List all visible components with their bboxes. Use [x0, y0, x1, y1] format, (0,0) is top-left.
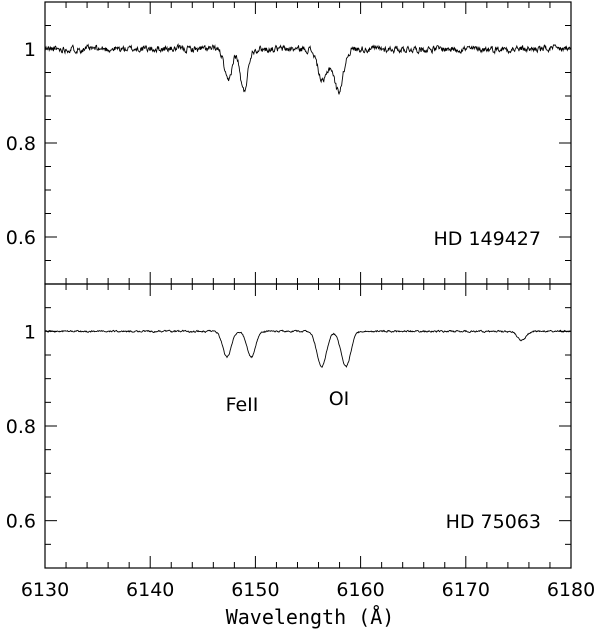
panel-top: 0.6 0.8 1 HD 149427: [6, 1, 572, 285]
panel-top-star-label: HD 149427: [434, 228, 542, 250]
panel-top-spectrum-line: [44, 43, 572, 95]
x-tick-label: 6170: [442, 579, 490, 601]
x-tick-label: 6160: [336, 579, 384, 601]
x-tick-label: 6130: [21, 579, 69, 601]
y-tick-label: 1: [24, 321, 36, 343]
panel-bottom-y-tick-labels: 0.6 0.8 1: [6, 321, 36, 532]
y-tick-label: 0.8: [6, 133, 36, 155]
panel-bottom-spectrum-line: [44, 329, 572, 368]
panel-top-ticks: [44, 1, 572, 285]
panel-bottom-ticks: [44, 283, 572, 569]
y-tick-label: 1: [24, 39, 36, 61]
feii-line-label: FeII: [226, 394, 259, 416]
x-axis-label: Wavelength (Å): [226, 605, 395, 629]
y-tick-label: 0.6: [6, 511, 36, 533]
x-tick-label: 6140: [126, 579, 174, 601]
panel-top-y-tick-labels: 0.6 0.8 1: [6, 39, 36, 249]
y-tick-label: 0.8: [6, 416, 36, 438]
x-tick-label: 6180: [547, 579, 595, 601]
oi-line-label: OI: [329, 388, 350, 410]
x-tick-label: 6150: [231, 579, 279, 601]
x-tick-labels: 6130 6140 6150 6160 6170 6180: [21, 579, 595, 601]
y-tick-label: 0.6: [6, 227, 36, 249]
panel-bottom: 0.6 0.8 1 HD 75063 FeII OI: [6, 283, 572, 569]
panel-bottom-star-label: HD 75063: [446, 511, 541, 533]
